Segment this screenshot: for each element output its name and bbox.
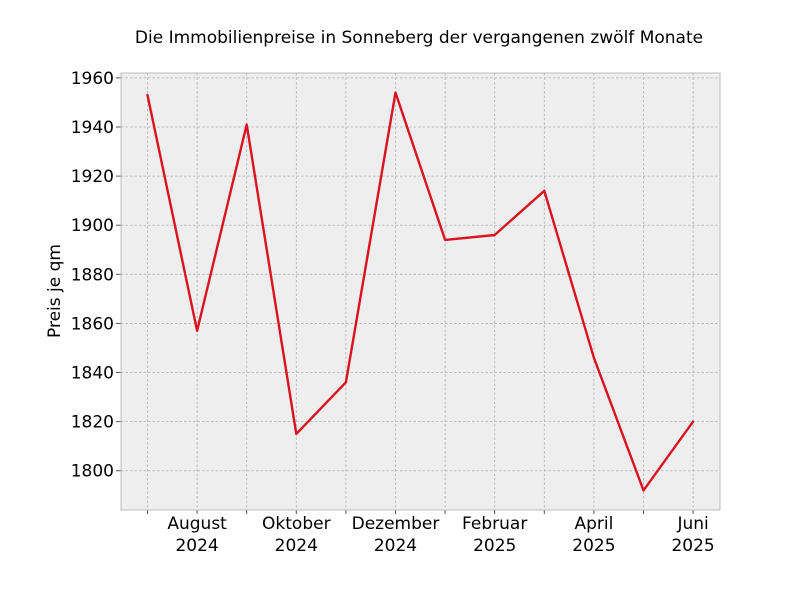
grid — [121, 73, 720, 510]
y-tick-label: 1840 — [71, 364, 114, 384]
x-tick-label-year: 2024 — [374, 536, 417, 556]
x-tick-label-month: August — [167, 514, 227, 534]
y-tick-label: 1960 — [71, 69, 114, 89]
chart-title: Die Immobilienpreise in Sonneberg der ve… — [135, 28, 703, 48]
y-tick-label: 1860 — [71, 314, 114, 334]
plot-frame — [120, 72, 721, 511]
y-tick-label: 1820 — [71, 413, 114, 433]
y-tick-label: 1920 — [71, 167, 114, 187]
y-axis-label: Preis je qm — [45, 244, 65, 338]
axis-ticks — [116, 77, 694, 514]
x-tick-label-month: Oktober — [262, 514, 331, 534]
plot-area — [121, 73, 720, 510]
x-tick-label-year: 2024 — [275, 536, 318, 556]
y-tick-label: 1900 — [71, 216, 114, 236]
x-tick-label-year: 2025 — [572, 536, 615, 556]
x-tick-label-month: April — [574, 514, 613, 534]
x-tick-label-year: 2024 — [175, 536, 218, 556]
x-tick-label-month: Dezember — [352, 514, 440, 534]
x-tick-label-year: 2025 — [473, 536, 516, 556]
tick-labels: 1800 1820 1840 1860 1880 1900 1920 1940 1960 Augu… — [71, 69, 715, 556]
y-tick-label: 1880 — [71, 265, 114, 285]
y-tick-label: 1800 — [71, 462, 114, 482]
data-series — [146, 91, 695, 492]
series-line — [146, 91, 695, 492]
x-tick-label-month: Juni — [676, 514, 708, 534]
x-tick-label-year: 2025 — [671, 536, 714, 556]
y-tick-label: 1940 — [71, 118, 114, 138]
x-tick-label-month: Februar — [462, 514, 527, 534]
